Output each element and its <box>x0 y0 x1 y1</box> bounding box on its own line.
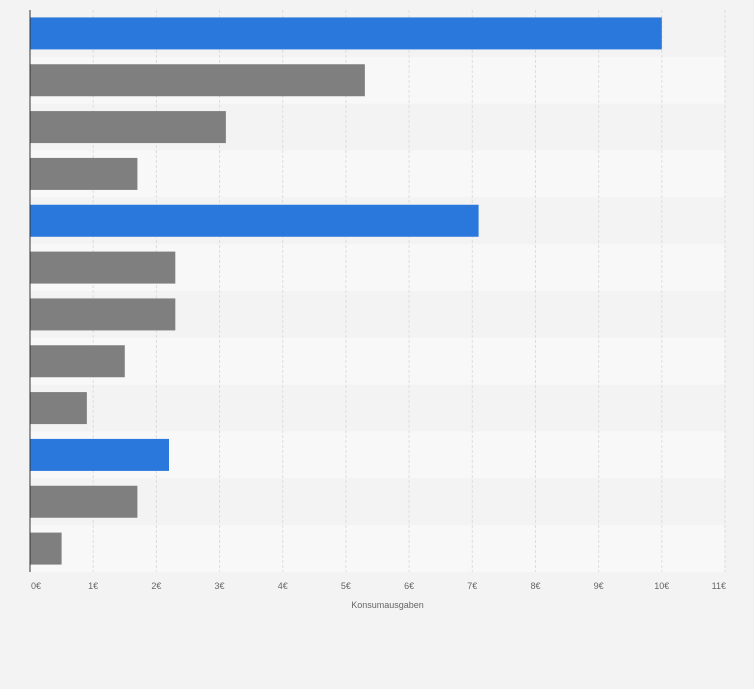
x-axis-label: Konsumausgaben <box>351 600 424 610</box>
bar <box>30 17 662 50</box>
bar <box>30 345 125 378</box>
x-tick-label: 5€ <box>341 581 351 591</box>
gridlines <box>92 10 726 572</box>
bar <box>30 204 479 237</box>
bar <box>30 298 176 331</box>
bar <box>30 251 176 284</box>
row-band <box>30 478 725 526</box>
x-tick-label: 0€ <box>31 581 41 591</box>
x-tick-label: 4€ <box>278 581 288 591</box>
bar <box>30 111 226 144</box>
x-tick-label: 11€ <box>712 581 726 591</box>
x-tick-label: 6€ <box>404 581 414 591</box>
bar <box>30 157 138 190</box>
x-tick-label: 1€ <box>88 581 98 591</box>
x-tick-label: 7€ <box>467 581 477 591</box>
row-band <box>30 150 725 198</box>
bar <box>30 438 169 471</box>
row-band <box>30 525 725 572</box>
bar <box>30 485 138 518</box>
row-band <box>30 384 725 432</box>
row-band <box>30 337 725 385</box>
bar <box>30 392 87 425</box>
bar <box>30 532 62 565</box>
x-tick-label: 9€ <box>594 581 604 591</box>
x-tick-label: 8€ <box>530 581 540 591</box>
bar <box>30 64 365 97</box>
x-tick-label: 10€ <box>654 581 669 591</box>
x-tick-labels: 0€ 1€ 2€ 3€ 4€ 5€ 6€ 7€ 8€ 9€ 10€ 11€ <box>31 581 726 591</box>
x-tick-label: 2€ <box>151 581 161 591</box>
bars <box>30 17 662 565</box>
x-tick-label: 3€ <box>215 581 225 591</box>
